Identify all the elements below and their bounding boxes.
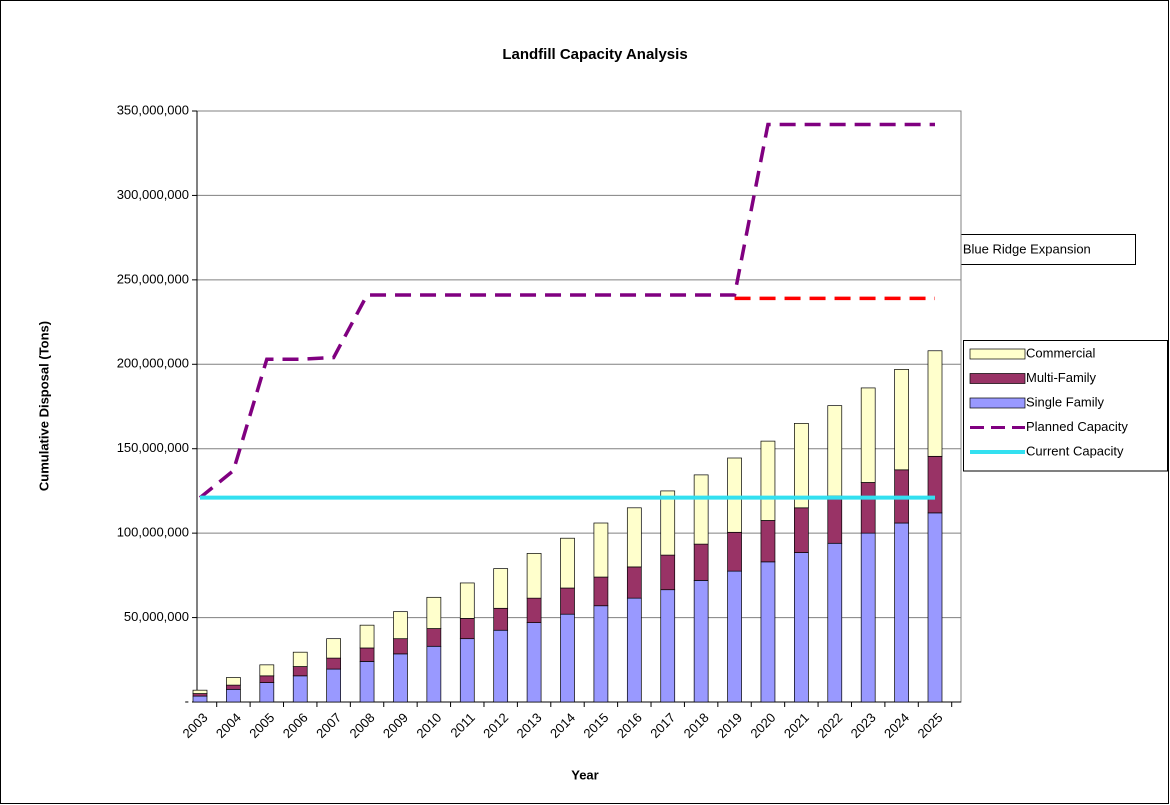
x-axis-title: Year (571, 767, 598, 782)
legend-label: Commercial (1026, 345, 1095, 360)
bar (493, 568, 509, 609)
legend-swatch (969, 348, 1026, 360)
bar (459, 638, 475, 703)
bar (626, 597, 642, 703)
bar (426, 628, 442, 647)
legend-label: Multi-Family (1026, 370, 1097, 385)
bar (693, 580, 709, 703)
bar (827, 405, 843, 497)
bar (593, 522, 609, 578)
bar (226, 684, 241, 690)
bar (626, 507, 642, 568)
bar (426, 645, 442, 703)
y-tick-label: 350,000,000 (117, 102, 189, 117)
bar (459, 582, 475, 619)
y-tick-label: 150,000,000 (117, 440, 189, 455)
bar (292, 651, 308, 667)
legend-swatch (969, 373, 1026, 384)
legend-swatch (969, 397, 1026, 409)
bar (192, 689, 208, 694)
bar (226, 688, 241, 703)
bar (660, 554, 676, 591)
y-tick-label: 300,000,000 (117, 187, 189, 202)
y-tick-label: 200,000,000 (117, 356, 189, 371)
y-tick-label: - (185, 693, 189, 708)
bar (393, 611, 408, 640)
bar (794, 507, 809, 553)
chart-title: Landfill Capacity Analysis (502, 46, 687, 63)
legend-label: Planned Capacity (1026, 419, 1128, 434)
legend-label: Current Capacity (1026, 443, 1124, 458)
bar (326, 638, 341, 659)
bar (359, 647, 375, 662)
bar (259, 675, 275, 683)
bar (827, 542, 843, 703)
bar (927, 512, 943, 703)
bar (192, 693, 208, 697)
bar (393, 638, 408, 655)
bar (860, 482, 876, 534)
bar (292, 675, 308, 703)
legend-label: Single Family (1026, 394, 1105, 409)
bar (259, 682, 275, 703)
bar (359, 624, 375, 649)
bar (727, 457, 742, 533)
line (198, 122, 935, 500)
bar (593, 576, 609, 607)
bar (660, 490, 676, 556)
bar (794, 423, 809, 509)
bar (760, 440, 776, 521)
bar (493, 607, 509, 631)
bar (593, 605, 609, 703)
bar (292, 666, 308, 677)
y-tick-label: 100,000,000 (117, 525, 189, 540)
bar (927, 350, 943, 457)
bar (693, 474, 709, 545)
bar (359, 661, 375, 703)
bar (693, 543, 709, 581)
bar (727, 531, 742, 572)
bar (860, 532, 876, 703)
bar (259, 664, 275, 677)
bar (226, 677, 241, 686)
bar (526, 553, 542, 599)
y-tick-label: 50,000,000 (124, 609, 189, 624)
bar (760, 561, 776, 703)
bar (459, 618, 475, 640)
bar (894, 522, 909, 703)
bar (727, 570, 742, 703)
y-axis-title: Cumulative Disposal (Tons) (36, 321, 51, 491)
bar (493, 629, 509, 703)
bar (860, 387, 876, 483)
y-tick-label: 250,000,000 (117, 271, 189, 286)
bar (760, 520, 776, 563)
bar (560, 537, 575, 589)
bar (393, 653, 408, 703)
bar (326, 668, 341, 703)
bar (426, 596, 442, 629)
bar (526, 597, 542, 623)
bar (794, 552, 809, 703)
bar (927, 455, 943, 514)
bar (192, 695, 208, 703)
plot-area (196, 110, 962, 703)
bar (326, 657, 341, 670)
bar (827, 495, 843, 544)
bar (660, 589, 676, 703)
bar (560, 587, 575, 615)
bar (526, 622, 542, 703)
bar (894, 369, 909, 471)
bar (626, 566, 642, 599)
bar (560, 613, 575, 703)
